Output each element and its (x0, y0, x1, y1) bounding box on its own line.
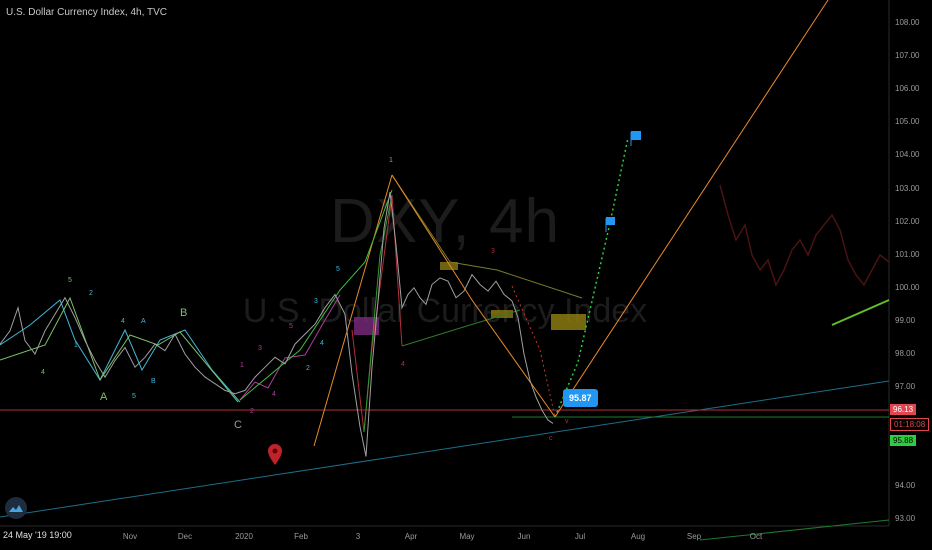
x-tick-label: Jun (517, 532, 531, 541)
y-tick-label: 103.00 (895, 183, 920, 193)
wave-mark: 2 (250, 408, 254, 415)
y-tick-label: 100.00 (895, 282, 920, 292)
y-tick-label: 94.00 (895, 481, 916, 491)
wave-cyan (0, 299, 241, 403)
projection-dotted (554, 137, 629, 418)
wave-mark: 1 (240, 362, 244, 369)
wave-mark: c (549, 435, 553, 442)
wave-mark: 2 (306, 365, 310, 372)
y-tick-label: 108.00 (895, 18, 920, 28)
wave-mark: A (141, 318, 146, 325)
wave-mark: 2 (89, 290, 93, 297)
olive-zone (551, 314, 586, 330)
triangle-lower (401, 309, 521, 347)
y-tick-label: 106.00 (895, 84, 920, 94)
countdown-badge: 01:18:08 (890, 418, 930, 431)
support-trendline (0, 380, 890, 518)
wave-mark: 3 (314, 298, 318, 305)
y-tick-label: 93.00 (895, 514, 916, 524)
red-dotted (511, 285, 556, 418)
y-tick-label: 99.00 (895, 315, 916, 325)
triangle-upper (391, 174, 583, 299)
date-cursor-label: 24 May '19 19:00 (0, 529, 75, 541)
y-tick-label: 105.00 (895, 117, 920, 127)
y-tick-label: 98.00 (895, 348, 916, 358)
price-callout: 95.87 (563, 389, 598, 407)
wave-mark: 4 (272, 391, 276, 398)
wave-mark: 4 (121, 318, 125, 325)
wave-green (0, 296, 239, 403)
x-tick-label: Jul (574, 532, 586, 541)
flag-icon[interactable] (630, 131, 641, 146)
wave-mark: 3 (491, 248, 495, 255)
x-tick-label: 3 (355, 532, 361, 541)
wave-mark: v (565, 418, 569, 425)
last-price-badge: 96.13 (890, 404, 917, 415)
y-tick-label: 107.00 (895, 51, 920, 61)
wave-mark: 5 (132, 393, 136, 400)
x-tick-label: Dec (177, 532, 193, 541)
wave-mark: 1 (389, 157, 393, 164)
y-tick-label: 101.00 (895, 249, 920, 259)
wave-mark: 4 (320, 340, 324, 347)
wave-magenta (239, 294, 341, 401)
flag-icon[interactable] (605, 217, 615, 232)
low-price-badge: 95.88 (890, 435, 917, 446)
wave-mark: C (234, 419, 242, 431)
watermark-symbol: DXY, 4h (330, 187, 560, 256)
x-tick-label: 2020 (235, 532, 253, 541)
tradingview-logo-icon[interactable] (5, 497, 27, 519)
orange-wedge (391, 174, 556, 418)
olive-zone-small (440, 262, 458, 270)
wave-mark: B (180, 307, 187, 319)
olive-zone-small-2 (491, 310, 513, 318)
wave-markers: 5 2 1 4 4 A 5 B B A C 1 3 2 4 5 2 4 3 5 … (41, 157, 569, 442)
wave-mark: 4 (401, 361, 405, 368)
wave-mark: 5 (289, 323, 293, 330)
y-tick-label: 97.00 (895, 382, 916, 392)
x-tick-label: Feb (294, 532, 308, 541)
x-tick-label: Sep (686, 532, 702, 541)
x-tick-label: Nov (122, 532, 138, 541)
price-series-line (0, 191, 554, 457)
green-wave (363, 194, 393, 433)
x-tick-label: Apr (404, 532, 418, 541)
green-channel-line (831, 299, 890, 326)
orange-fan-line (313, 174, 393, 447)
map-pin-icon[interactable] (268, 444, 282, 465)
wave-mark: 1 (74, 342, 78, 349)
x-tick-label: Oct (749, 532, 763, 541)
wave-mark: 5 (68, 277, 72, 284)
y-tick-label: 102.00 (895, 216, 920, 226)
chart-title: U.S. Dollar Currency Index, 4h, TVC (6, 7, 167, 18)
wave-mark: B (151, 378, 156, 385)
wave-lightgreen (239, 189, 393, 401)
x-tick-label: May (459, 532, 475, 541)
wave-mark: A (100, 391, 108, 403)
bottom-green-line (699, 519, 890, 541)
x-tick-label: Aug (630, 532, 646, 541)
wave-mark: 5 (336, 266, 340, 273)
wave-mark: 3 (258, 345, 262, 352)
wave-mark: 4 (41, 369, 45, 376)
y-tick-label: 104.00 (895, 150, 920, 160)
orange-projection-line (554, 0, 829, 418)
ghost-series (719, 184, 890, 287)
